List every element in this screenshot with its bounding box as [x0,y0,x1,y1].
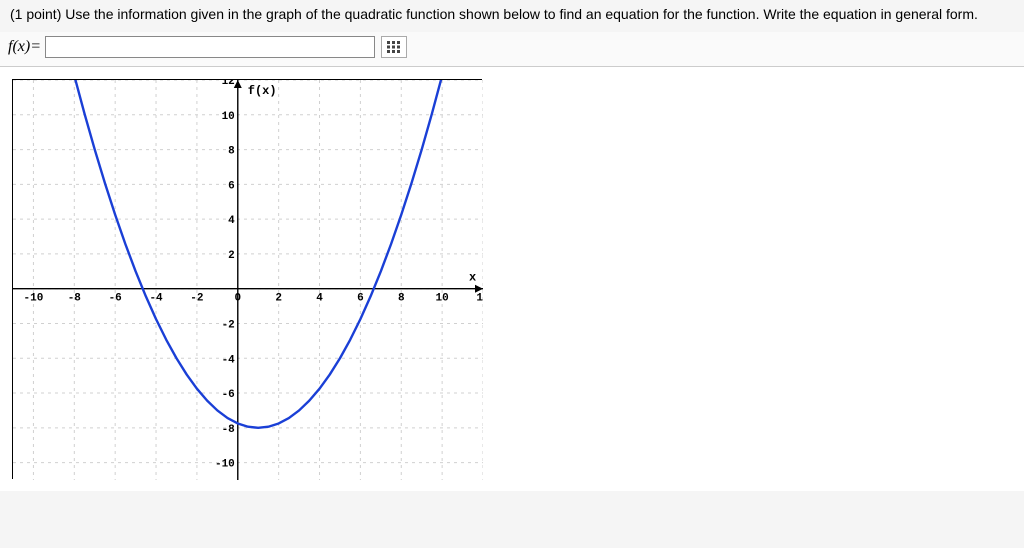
svg-text:f(x): f(x) [248,84,277,98]
svg-text:-4: -4 [222,354,236,366]
svg-text:-10: -10 [24,293,44,305]
svg-text:8: 8 [398,293,405,305]
question-text: (1 point) Use the information given in t… [0,0,1024,32]
fx-label: f(x)= [8,38,41,56]
svg-text:-10: -10 [215,459,235,471]
points-label: (1 point) [10,6,61,22]
svg-text:-4: -4 [149,293,163,305]
keypad-icon [387,41,401,53]
svg-text:12: 12 [476,293,483,305]
svg-text:12: 12 [222,80,235,88]
svg-text:-2: -2 [222,319,235,331]
svg-text:-8: -8 [222,424,236,436]
svg-text:-6: -6 [109,293,122,305]
svg-text:-2: -2 [190,293,203,305]
svg-text:4: 4 [316,293,323,305]
answer-input[interactable] [45,36,375,58]
svg-text:2: 2 [275,293,282,305]
svg-text:-6: -6 [222,389,235,401]
svg-text:-8: -8 [68,293,82,305]
keypad-button[interactable] [381,36,407,58]
graph-area: -10-8-6-4-2024681012-10-8-6-4-224681012x… [0,67,1024,491]
svg-text:6: 6 [228,180,235,192]
svg-text:6: 6 [357,293,364,305]
svg-text:x: x [469,271,476,285]
svg-text:10: 10 [436,293,449,305]
quadratic-graph: -10-8-6-4-2024681012-10-8-6-4-224681012x… [13,80,483,480]
graph-box: -10-8-6-4-2024681012-10-8-6-4-224681012x… [12,79,482,479]
answer-input-row: f(x)= [0,32,1024,67]
svg-text:8: 8 [228,146,235,158]
svg-text:10: 10 [222,111,235,123]
svg-text:4: 4 [228,215,235,227]
svg-text:0: 0 [234,293,241,305]
question-body: Use the information given in the graph o… [65,6,978,22]
svg-text:2: 2 [228,250,235,262]
